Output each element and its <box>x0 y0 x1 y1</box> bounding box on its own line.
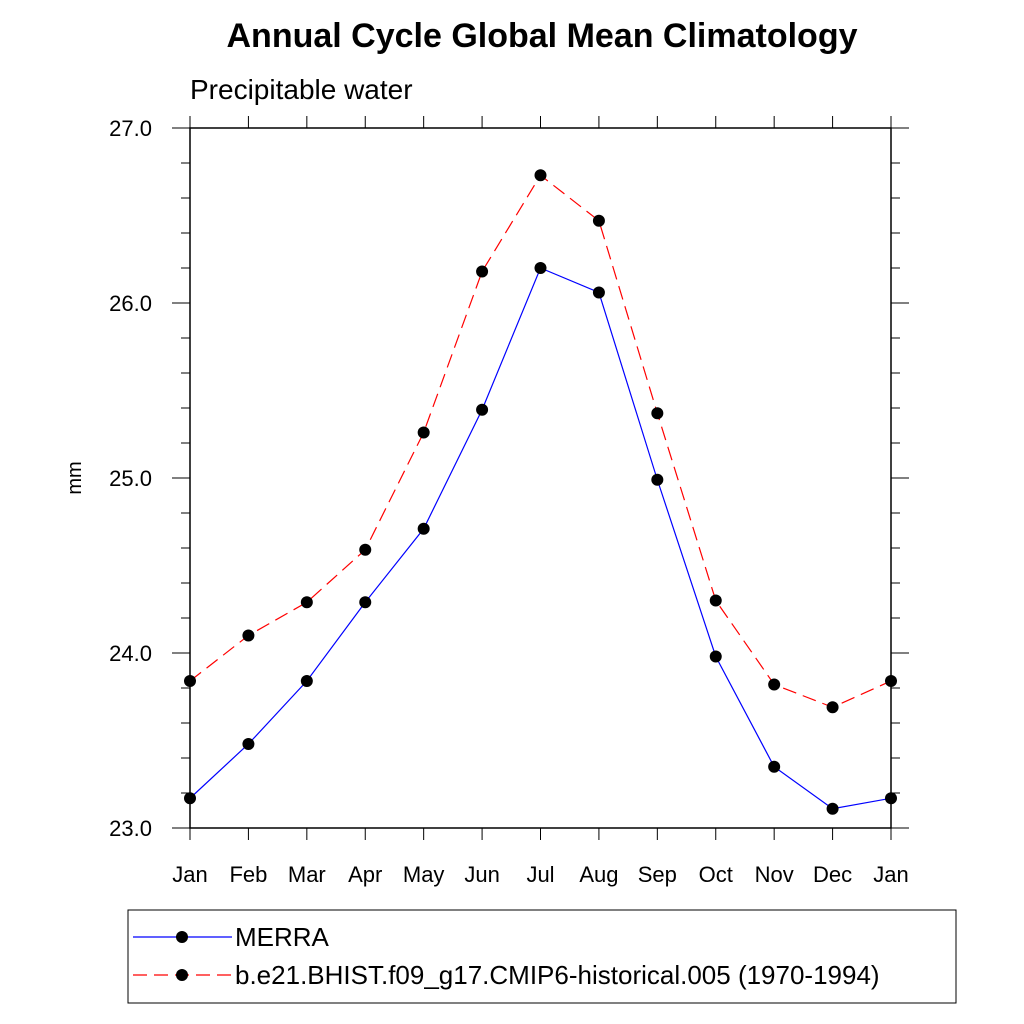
y-axis-label: mm <box>64 461 86 494</box>
data-point-series-0 <box>768 760 781 773</box>
data-point-series-0 <box>417 522 430 535</box>
x-tick-label: Jan <box>172 862 207 887</box>
data-point-series-0 <box>651 473 664 486</box>
chart-title: Annual Cycle Global Mean Climatology <box>227 17 858 55</box>
x-tick-label: Apr <box>348 862 382 887</box>
x-tick-label: Oct <box>699 862 733 887</box>
data-point-series-0 <box>534 262 547 274</box>
data-point-series-1 <box>826 701 839 714</box>
legend-label-0: MERRA <box>235 922 330 952</box>
data-point-series-1 <box>592 214 605 227</box>
plot-frame <box>189 127 892 829</box>
series-layer <box>184 169 897 815</box>
data-point-series-0 <box>359 596 372 609</box>
legend: MERRA b.e21.BHIST.f09_g17.CMIP6-historica… <box>127 909 957 1004</box>
data-point-series-1 <box>768 678 781 691</box>
data-point-series-0 <box>826 802 839 815</box>
data-point-series-0 <box>592 286 605 299</box>
data-point-series-1 <box>476 265 489 278</box>
data-point-series-0 <box>709 650 722 663</box>
x-tick-label: Sep <box>638 862 677 887</box>
data-point-series-1 <box>242 629 255 642</box>
data-point-series-1 <box>184 675 196 687</box>
series-line-0 <box>189 267 892 810</box>
data-point-series-1 <box>709 594 722 607</box>
legend-marker-0 <box>176 931 188 943</box>
data-point-series-0 <box>242 738 255 750</box>
legend-label-1: b.e21.BHIST.f09_g17.CMIP6-historical.005… <box>235 960 880 990</box>
legend-marker-1 <box>176 969 188 981</box>
axis-ticks: Jan Feb Mar Apr May Jun Jul Aug Sep Oct Nov Dec Jan 2… <box>109 116 909 887</box>
x-tick-label: Jul <box>526 862 554 887</box>
data-point-series-1 <box>417 426 430 439</box>
x-tick-label: Mar <box>288 862 326 887</box>
y-tick-label: 26.0 <box>109 291 152 316</box>
x-tick-label: Jan <box>873 862 908 887</box>
data-point-series-0 <box>184 792 196 805</box>
data-point-series-0 <box>885 792 897 805</box>
x-tick-label: Aug <box>579 862 618 887</box>
y-tick-label: 25.0 <box>109 466 152 491</box>
x-tick-label: Feb <box>229 862 267 887</box>
data-point-series-1 <box>300 596 313 609</box>
y-tick-label: 27.0 <box>109 116 152 141</box>
legend-box <box>127 909 957 1004</box>
x-tick-label: Nov <box>755 862 794 887</box>
x-tick-label: Dec <box>813 862 852 887</box>
data-point-series-0 <box>476 403 489 416</box>
data-point-series-1 <box>651 407 664 420</box>
x-tick-label: May <box>403 862 445 887</box>
series-line-1 <box>189 174 892 708</box>
data-point-series-1 <box>885 675 897 687</box>
data-point-series-0 <box>300 675 313 687</box>
y-tick-label: 23.0 <box>109 816 152 841</box>
data-point-series-1 <box>359 543 372 556</box>
x-tick-label: Jun <box>464 862 499 887</box>
y-tick-label: 24.0 <box>109 641 152 666</box>
data-point-series-1 <box>534 169 547 182</box>
chart-subtitle: Precipitable water <box>190 74 413 105</box>
